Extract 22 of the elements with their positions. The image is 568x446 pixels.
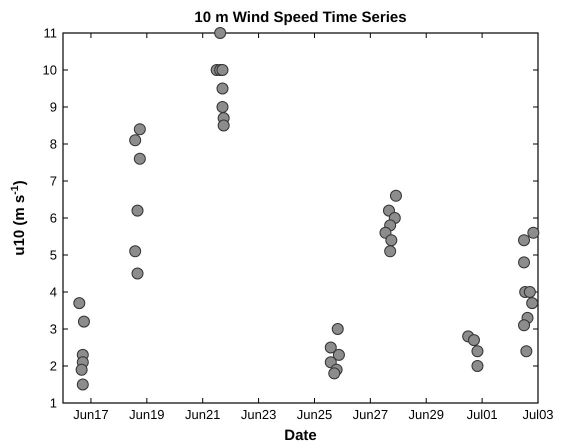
y-tick-label: 4: [50, 284, 57, 300]
y-tick-label: 11: [44, 26, 57, 40]
chart-title: 10 m Wind Speed Time Series: [194, 9, 407, 26]
x-tick-label: Jun23: [240, 407, 276, 422]
y-tick-label: 8: [50, 136, 57, 152]
y-tick-label: 10: [42, 62, 57, 78]
y-tick-label: 7: [50, 174, 57, 188]
x-tick-label: Jun17: [73, 407, 109, 422]
y-tick-label: 6: [50, 210, 57, 226]
y-tick-label: 1: [50, 396, 57, 410]
x-axis-title: Date: [284, 427, 317, 444]
x-tick-label: Jul03: [522, 407, 554, 422]
x-tick-label: Jun29: [408, 407, 444, 422]
y-tick-label: 3: [50, 322, 57, 336]
x-tick-label: Jun25: [296, 407, 332, 422]
x-tick-label: Jun19: [129, 407, 165, 422]
x-tick-label: Jul01: [466, 407, 498, 422]
x-tick-label: Jun27: [352, 407, 388, 422]
y-tick-label: 2: [50, 358, 57, 374]
y-tick-label: 5: [50, 248, 57, 262]
x-tick-label: Jun21: [184, 407, 220, 422]
y-tick-label: 9: [50, 100, 57, 114]
